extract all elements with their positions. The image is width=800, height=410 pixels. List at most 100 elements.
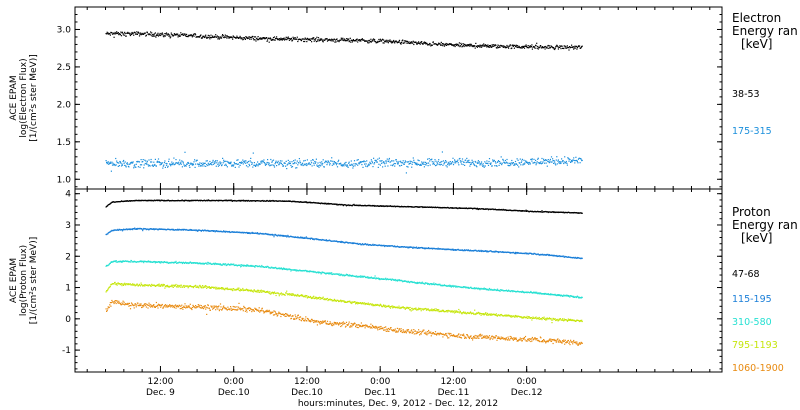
data-point [239,37,241,39]
data-point [195,34,197,36]
data-point [460,44,463,46]
data-point [174,163,176,165]
data-point [198,165,200,167]
data-point [530,45,532,48]
data-point [292,36,294,38]
data-point [415,41,417,43]
data-point [459,46,461,48]
data-point [196,286,198,288]
data-point [289,161,291,163]
data-point [368,244,370,246]
data-point [159,32,161,35]
data-point [544,162,546,164]
data-point [141,33,143,35]
data-point [159,164,161,166]
data-point [348,275,350,277]
data-point [291,166,294,168]
data-point [195,163,197,165]
data-point [369,161,371,163]
data-point [576,257,578,259]
data-point [163,284,165,286]
data-point [229,36,231,38]
data-point [387,42,389,44]
data-point [405,40,407,42]
data-point [168,160,170,162]
data-point [152,228,154,230]
data-point [231,165,233,167]
data-point [240,264,242,266]
data-point [553,162,555,164]
data-point [222,35,224,37]
data-point [217,165,219,167]
data-point [577,296,579,298]
data-point [512,291,514,293]
data-point [180,163,182,165]
data-point [368,276,370,278]
data-point [524,253,526,255]
data-point [149,260,151,262]
data-point [273,36,276,38]
data-point [214,231,216,233]
data-point [109,161,111,163]
data-point [536,47,538,49]
data-point [442,45,444,47]
data-point [250,264,252,267]
data-point [567,157,569,159]
data-point [577,46,579,48]
data-point [330,272,332,274]
data-point [109,162,111,164]
data-point [573,159,575,162]
data-point [243,200,245,202]
data-point [481,45,483,47]
data-point [335,41,337,43]
data-point [558,161,560,163]
data-point [565,161,567,164]
data-point [405,161,407,163]
data-point [163,284,165,286]
data-point [210,163,212,165]
data-point [190,34,192,36]
data-point [490,46,492,48]
data-point [324,272,326,274]
data-point [177,286,179,288]
data-point [281,235,284,237]
data-point [267,39,269,41]
data-point [305,164,307,166]
data-point [246,161,249,163]
data-point [424,41,427,44]
data-point [488,287,491,290]
data-point [514,44,516,46]
data-point [490,250,492,252]
data-point [201,36,204,38]
data-point [110,170,112,172]
data-point [351,39,353,41]
data-point [515,46,517,48]
data-point [295,162,297,164]
data-point [326,164,328,166]
data-point [182,33,184,35]
data-point [479,164,481,166]
data-point [322,41,324,43]
data-point [535,164,537,166]
data-point [439,43,441,45]
data-point [359,276,361,278]
data-point [433,163,436,165]
data-point [510,162,512,164]
data-point [249,38,251,40]
data-point [182,286,184,288]
data-point [325,202,327,204]
data-point [449,43,451,45]
data-point [435,160,437,162]
data-point [495,162,497,164]
data-point [480,162,482,164]
data-point [367,277,369,279]
data-point [400,43,402,45]
data-point [170,165,172,167]
data-point [406,281,409,283]
data-point [181,261,183,264]
data-point [347,38,349,40]
data-point [480,249,482,251]
data-point [300,164,303,166]
data-point [269,199,271,202]
data-point [113,36,115,38]
